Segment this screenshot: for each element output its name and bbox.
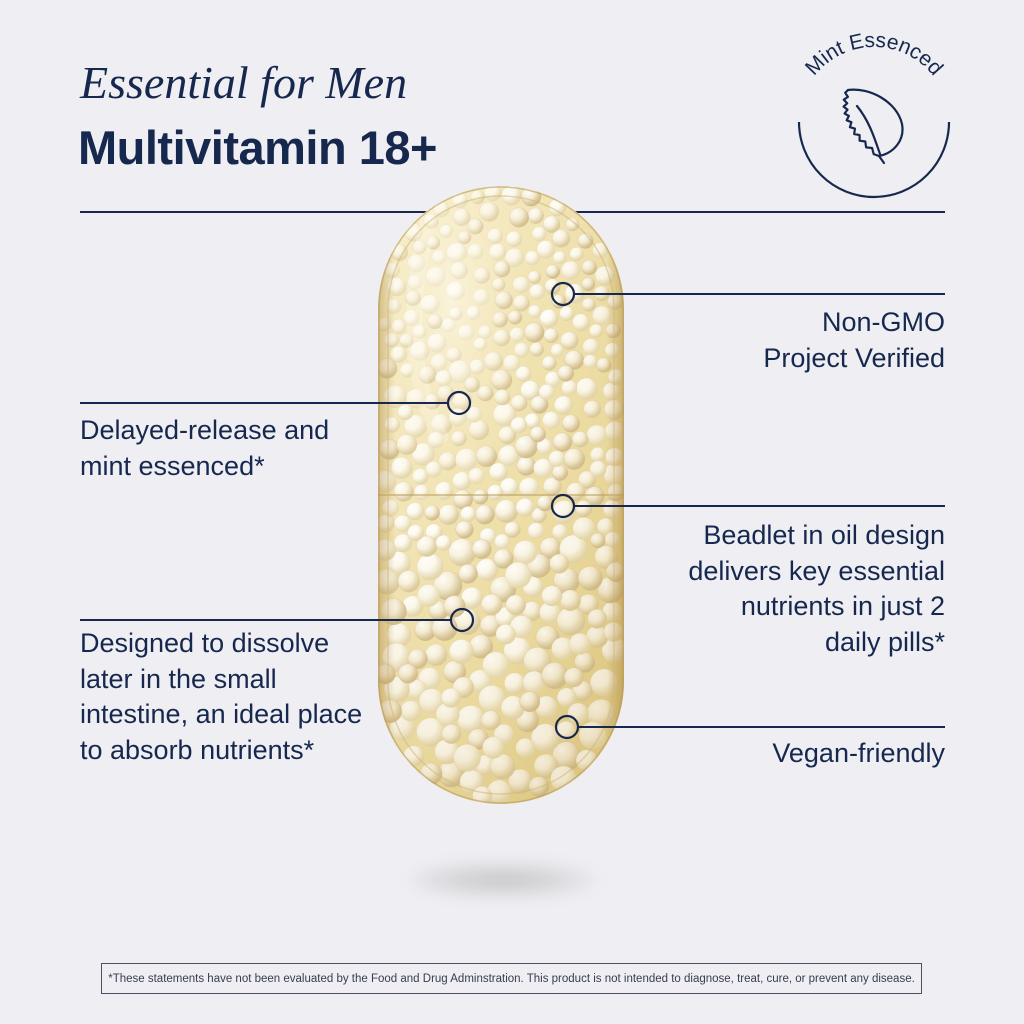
svg-text:Mint Essenced: Mint Essenced bbox=[801, 29, 947, 80]
